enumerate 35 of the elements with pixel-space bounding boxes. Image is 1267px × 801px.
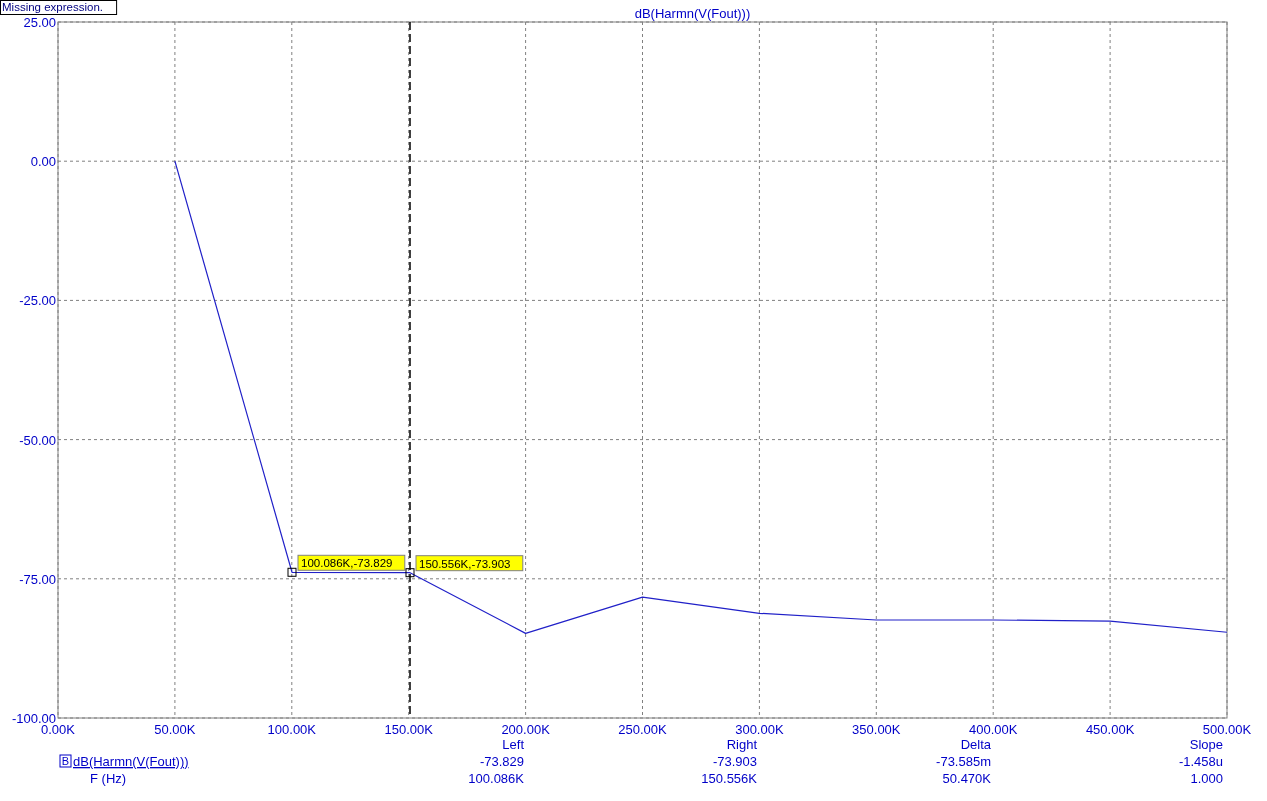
text: dB(Harmn(V(Fout))) <box>73 754 189 769</box>
text: Slope <box>1189 737 1223 752</box>
x-tick-label: 350.00K <box>852 722 901 737</box>
x-tick-label: 200.00K <box>501 722 551 737</box>
text: Delta <box>960 737 992 752</box>
text: 150.556K <box>701 771 758 786</box>
text: -73.829 <box>479 754 524 769</box>
text: Left <box>502 737 525 752</box>
y-tick-label: -50.00 <box>19 432 56 448</box>
x-tick-label: 450.00K <box>1085 722 1135 737</box>
chart-title: dB(Harmn(V(Fout))) <box>634 6 751 21</box>
y-tick-label: -75.00 <box>19 571 56 587</box>
annotation: 150.556K,-73.903 <box>419 557 511 570</box>
x-tick-label: 250.00K <box>618 722 668 737</box>
y-tick-label: 0.00 <box>30 154 56 170</box>
text: Missing expression. <box>2 1 103 13</box>
text: -1.458u <box>1178 754 1223 769</box>
text: 50.470K <box>942 771 992 786</box>
x-tick-label: 500.00K <box>1202 722 1252 737</box>
annotation: 100.086K,-73.829 <box>301 557 393 570</box>
line-series <box>174 160 1228 634</box>
y-tick-label: -25.00 <box>19 293 56 309</box>
text: B <box>61 755 70 767</box>
text: Right <box>726 737 758 752</box>
y-tick-label: 25.00 <box>23 15 56 30</box>
text: 1.000 <box>1190 771 1223 786</box>
text: 100.086K <box>468 771 525 786</box>
x-tick-label: 100.00K <box>267 722 317 737</box>
x-tick-label: 150.00K <box>384 722 434 737</box>
text: -73.585m <box>936 754 991 769</box>
x-tick-label: 50.00K <box>154 722 196 737</box>
text: -73.903 <box>712 754 757 769</box>
x-tick-label: 400.00K <box>968 722 1018 737</box>
x-tick-label: 300.00K <box>735 722 784 737</box>
text: F (Hz) <box>90 771 127 786</box>
